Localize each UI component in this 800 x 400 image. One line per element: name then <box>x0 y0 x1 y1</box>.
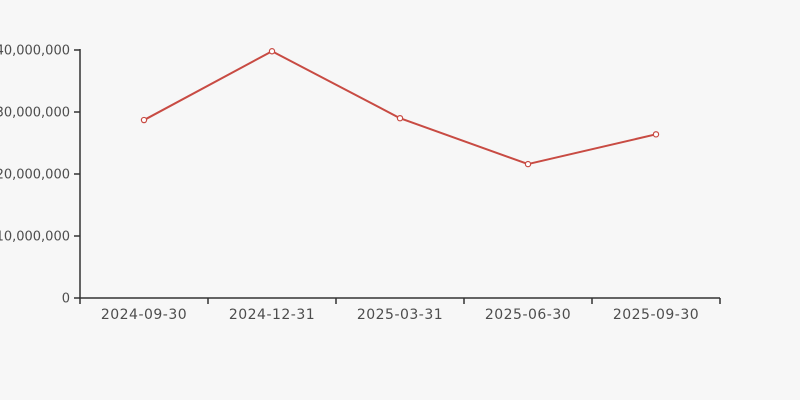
x-tick-label: 2025-09-30 <box>613 307 699 323</box>
y-tick-label: 40,000,000 <box>0 44 70 59</box>
y-tick-label: 30,000,000 <box>0 106 70 121</box>
x-tick-label: 2025-03-31 <box>357 307 443 323</box>
y-tick-label: 10,000,000 <box>0 230 70 245</box>
x-tick-label: 2025-06-30 <box>485 307 571 323</box>
y-tick-label: 20,000,000 <box>0 168 70 183</box>
data-point[interactable] <box>140 116 148 124</box>
data-line <box>143 50 657 166</box>
data-point[interactable] <box>652 131 660 138</box>
y-tick-label: 0 <box>62 292 70 307</box>
data-point[interactable] <box>524 160 532 168</box>
data-point[interactable] <box>396 114 404 122</box>
x-tick-label: 2024-09-30 <box>101 307 187 323</box>
x-tick-label: 2024-12-31 <box>229 307 315 323</box>
data-point[interactable] <box>268 48 276 55</box>
